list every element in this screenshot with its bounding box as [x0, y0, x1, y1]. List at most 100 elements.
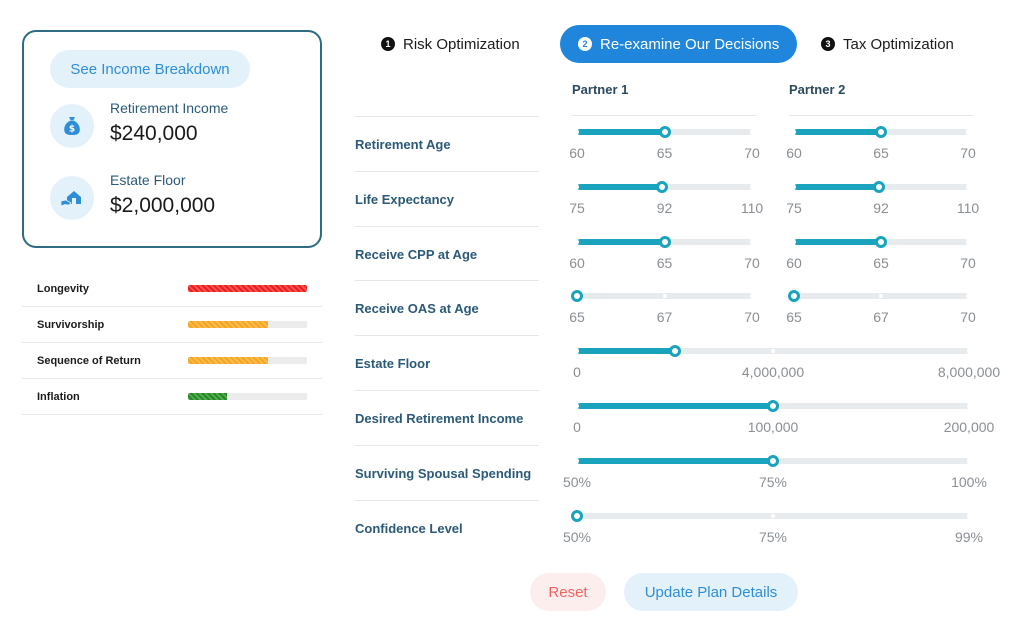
- tab-tax-optimization[interactable]: 3 Tax Optimization: [821, 25, 954, 63]
- step-number-badge: 1: [381, 37, 395, 51]
- slider-handle[interactable]: [656, 180, 668, 193]
- slider-step-dot: [966, 239, 970, 244]
- estate-floor-slider[interactable]: 0 4,000,000 8,000,000: [573, 345, 1000, 380]
- slider-tick-label: 75%: [758, 528, 788, 545]
- tab-re-examine-decisions[interactable]: 2 Re-examine Our Decisions: [560, 25, 798, 63]
- slider-step-dot: [750, 130, 754, 134]
- slider-handle[interactable]: [658, 126, 671, 138]
- slider-handle[interactable]: [767, 454, 779, 467]
- slider-tick-label: 0: [573, 364, 581, 381]
- risk-bar: [188, 393, 307, 400]
- slider-tick-label: 60: [786, 145, 802, 161]
- life-expectancy-slider-partner-1[interactable]: 75 92 110: [569, 180, 763, 216]
- slider-tick-label: 65: [786, 309, 802, 326]
- slider-handle[interactable]: [571, 290, 583, 303]
- risk-label: Inflation: [37, 390, 80, 403]
- slider-step-dot: [575, 458, 579, 463]
- slider-tick-label: 75: [569, 199, 585, 216]
- slider-handle[interactable]: [767, 400, 779, 412]
- step-number-badge: 3: [821, 37, 835, 51]
- receive-cpp-at-age-slider-partner-1[interactable]: 60 65 70: [569, 235, 760, 271]
- estate-floor-label: Estate Floor: [110, 172, 186, 188]
- slider-tick-label: 60: [786, 254, 802, 271]
- risk-label: Survivorship: [37, 318, 105, 331]
- slider-tick-label: 60: [569, 145, 585, 161]
- slider-fill: [577, 238, 665, 245]
- param-label-receive-cpp-at-age: Receive CPP at Age: [355, 246, 478, 262]
- slider-step-dot: [966, 294, 970, 299]
- slider-tick-label: 65: [656, 145, 673, 161]
- slider-handle[interactable]: [788, 290, 800, 303]
- slider-handle[interactable]: [669, 345, 681, 358]
- life-expectancy-slider-partner-2[interactable]: 75 92 110: [786, 180, 979, 216]
- risk-label: Sequence of Return: [37, 354, 141, 367]
- slider-handle[interactable]: [875, 126, 887, 138]
- slider-tick-label: 100,000: [747, 419, 799, 435]
- tab-label: Tax Optimization: [843, 35, 954, 53]
- slider-tick-label: 50%: [562, 528, 592, 545]
- risk-row-inflation: Inflation: [22, 379, 322, 415]
- slider-step-dot: [750, 184, 754, 189]
- see-income-breakdown-button[interactable]: See Income Breakdown: [50, 50, 250, 88]
- slider-tick-label: 70: [744, 254, 760, 271]
- tab-risk-optimization[interactable]: 1 Risk Optimization: [381, 25, 520, 63]
- slider-tick-label: 70: [960, 145, 976, 161]
- slider-tick-label: 70: [744, 145, 760, 161]
- slider-tick-label: 65: [873, 254, 889, 271]
- slider-handle[interactable]: [571, 509, 583, 522]
- slider-tick-label: 110: [956, 199, 980, 216]
- risk-bar-fill: [188, 357, 268, 364]
- slider-tick-label: 70: [960, 309, 976, 326]
- risk-row-sequence-of-return: Sequence of Return: [22, 343, 322, 379]
- slider-step-dot: [792, 130, 796, 134]
- slider-step-dot: [575, 349, 579, 354]
- surviving-spousal-spending-slider[interactable]: 50% 75% 100%: [563, 454, 987, 490]
- divider: [355, 499, 539, 501]
- param-label-life-expectancy: Life Expectancy: [355, 191, 454, 207]
- slider-tick-label: 100%: [951, 473, 987, 490]
- risk-bar-fill: [188, 285, 307, 292]
- confidence-level-slider[interactable]: 50% 75% 99%: [563, 509, 983, 545]
- slider-tick-label: 200,000: [943, 419, 995, 435]
- retirement-age-slider-partner-1[interactable]: 60 65 70: [569, 126, 760, 161]
- divider: [355, 280, 539, 282]
- update-plan-details-button[interactable]: Update Plan Details: [624, 573, 798, 611]
- slider-step-dot: [966, 130, 970, 134]
- slider-step-dot: [967, 404, 971, 408]
- slider-fill: [794, 183, 879, 190]
- slider-fill: [794, 238, 881, 245]
- svg-text:$: $: [69, 125, 75, 135]
- slider-step-dot: [792, 184, 796, 189]
- slider-tick-label: 70: [744, 309, 760, 326]
- step-number-badge: 2: [578, 37, 592, 51]
- divider: [355, 390, 539, 391]
- param-label-confidence-level: Confidence Level: [355, 520, 463, 536]
- slider-tick-label: 75%: [758, 473, 788, 490]
- summary-card: See Income Breakdown $ Retirement Income…: [22, 30, 322, 248]
- retirement-age-slider-partner-2[interactable]: 60 65 70: [786, 126, 976, 161]
- slider-handle[interactable]: [875, 235, 887, 248]
- slider-step-dot: [575, 184, 579, 189]
- receive-oas-at-age-slider-partner-1[interactable]: 65 67 70: [569, 290, 760, 326]
- slider-tick-label: 65: [873, 145, 889, 161]
- tab-label: Re-examine Our Decisions: [600, 35, 780, 53]
- receive-cpp-at-age-slider-partner-2[interactable]: 60 65 70: [786, 235, 976, 271]
- param-label-retirement-age: Retirement Age: [355, 137, 451, 152]
- slider-step-dot: [662, 294, 667, 299]
- slider-tick-label: 67: [656, 309, 673, 326]
- desired-retirement-income-slider[interactable]: 0 100,000 200,000: [573, 400, 994, 435]
- receive-oas-at-age-slider-partner-2[interactable]: 65 67 70: [786, 290, 976, 325]
- param-label-desired-retirement-income: Desired Retirement Income: [355, 411, 524, 426]
- risk-bar: [188, 321, 307, 328]
- slider-tick-label: 8,000,000: [937, 364, 1001, 381]
- slider-tick-label: 99%: [954, 528, 984, 545]
- slider-handle[interactable]: [658, 235, 671, 248]
- slider-tick-label: 110: [740, 199, 764, 216]
- slider-tick-label: 92: [873, 199, 889, 216]
- reset-button[interactable]: Reset: [530, 573, 606, 611]
- divider: [789, 115, 973, 116]
- param-label-estate-floor: Estate Floor: [355, 356, 431, 372]
- partner-1-header: Partner 1: [572, 82, 629, 97]
- slider-step-dot: [575, 239, 579, 244]
- slider-handle[interactable]: [872, 180, 885, 193]
